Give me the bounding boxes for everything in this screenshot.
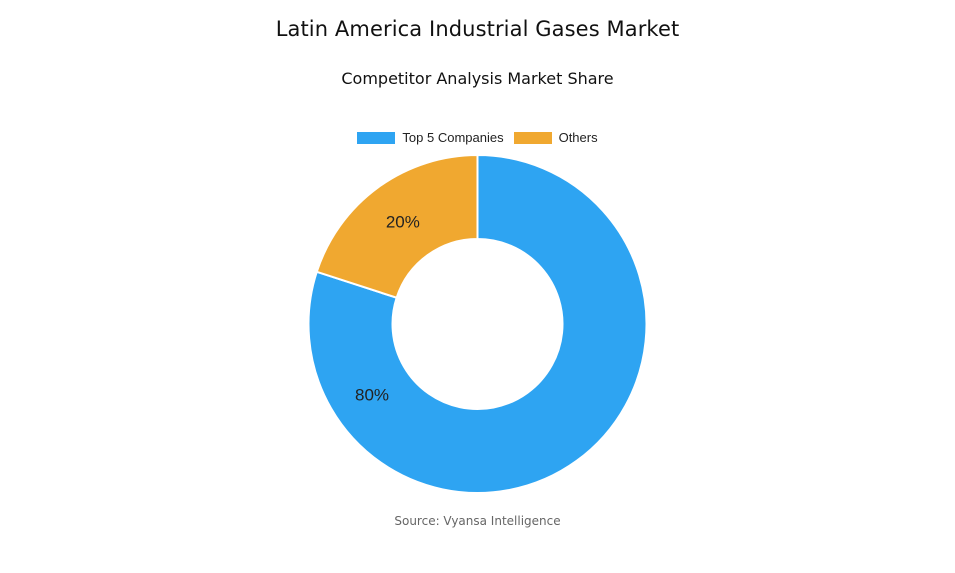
chart-subtitle: Competitor Analysis Market Share	[341, 69, 614, 88]
legend-label-top-5-companies: Top 5 Companies	[402, 130, 504, 145]
legend-label-others: Others	[558, 130, 598, 145]
legend-item-others[interactable]: Others	[513, 130, 598, 145]
slice-top-5-companies[interactable]	[307, 153, 648, 494]
data-label-others: 20%	[386, 212, 420, 231]
legend-swatch-top-5-companies	[357, 131, 396, 144]
slice-others[interactable]	[315, 153, 479, 299]
source-note: Source: Vyansa Intelligence	[394, 514, 561, 528]
legend: Top 5 Companies Others	[0, 130, 955, 145]
legend-item-top-5-companies[interactable]: Top 5 Companies	[357, 130, 504, 145]
data-label-top-5-companies: 80%	[355, 386, 389, 405]
chart-title: Latin America Industrial Gases Market	[275, 17, 680, 41]
legend-swatch-others	[513, 131, 552, 144]
